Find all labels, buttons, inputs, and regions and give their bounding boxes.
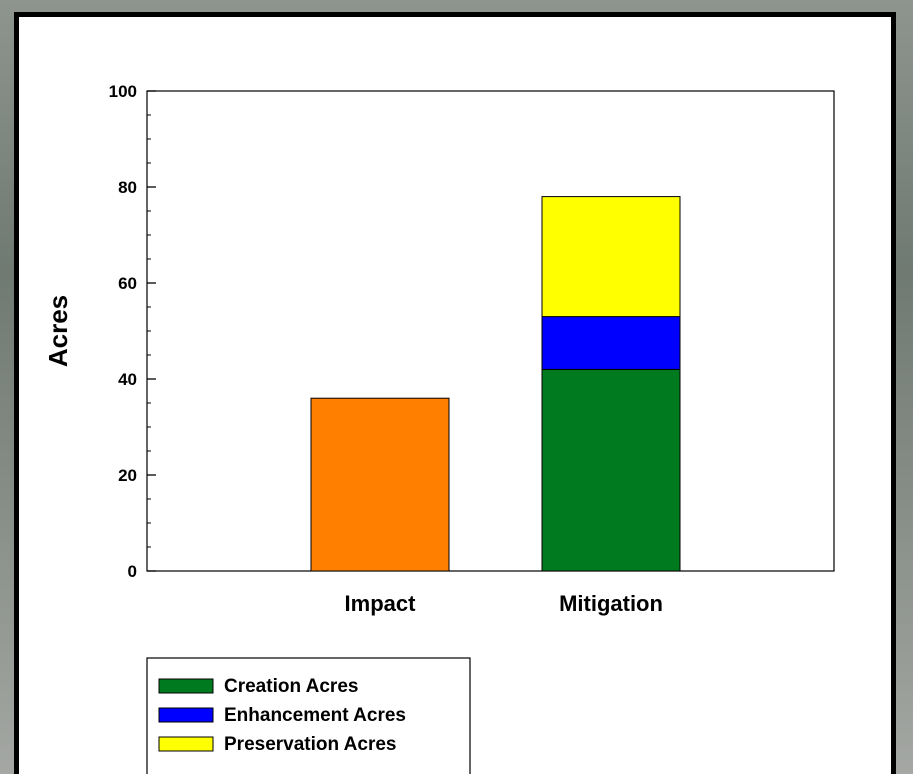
x-tick-label: Mitigation (559, 591, 663, 616)
plot-frame (146, 90, 835, 572)
chart-panel: 0 20 40 60 80 100 Acres Impact Mitigation Creati… (14, 12, 896, 774)
legend-label: Enhancement Acres (224, 705, 406, 726)
stacked-bar-chart: 0 20 40 60 80 100 Acres Impact Mitigation Creati… (43, 82, 835, 774)
legend-label: Preservation Acres (224, 734, 397, 755)
y-tick-label: 80 (118, 178, 137, 197)
bar-creation-acres (541, 368, 681, 572)
y-tick-label: 20 (118, 466, 137, 485)
legend-swatch-creation-acres (158, 678, 214, 694)
y-tick-label: 60 (118, 274, 137, 293)
legend-swatch-enhancement-acres (158, 707, 214, 723)
legend-label: Creation Acres (224, 676, 358, 697)
bar-preservation-acres (541, 196, 681, 318)
impact-bar (310, 397, 450, 572)
legend-swatch-preservation-acres (158, 736, 214, 752)
x-tick-label: Impact (345, 591, 417, 616)
y-tick-label: 100 (109, 82, 137, 101)
bar-enhancement-acres (541, 316, 681, 370)
y-axis-label: Acres (43, 295, 73, 367)
y-tick-label: 0 (128, 562, 137, 581)
y-tick-label: 40 (118, 370, 137, 389)
